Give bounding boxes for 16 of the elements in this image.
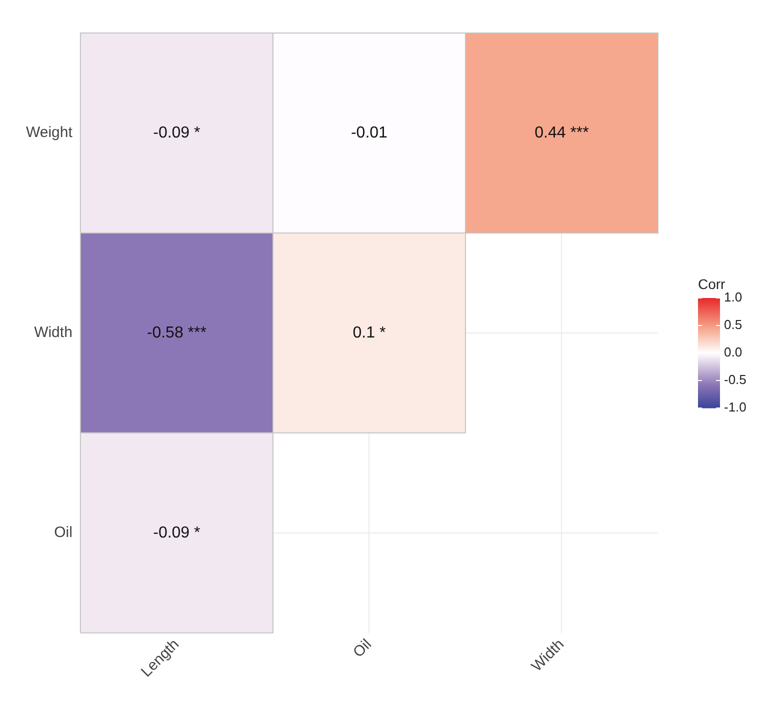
legend-title: Corr — [698, 276, 726, 292]
data-label: -0.09 * — [153, 524, 200, 542]
x-tick-label: Oil — [350, 636, 375, 661]
color-bar-label: 1.0 — [724, 290, 742, 305]
data-label: 0.44 *** — [534, 124, 589, 142]
data-label: 0.1 * — [352, 324, 386, 342]
y-tick-label: Oil — [54, 524, 72, 541]
color-bar-label: -0.5 — [724, 372, 746, 388]
data-label: -0.58 *** — [146, 324, 206, 342]
y-tick-label: Weight — [26, 124, 74, 142]
data-label: -0.01 — [350, 124, 388, 142]
color-bar-label: 0.0 — [724, 344, 742, 360]
y-tick-label: Width — [34, 324, 72, 342]
data-label: -0.09 * — [153, 124, 200, 142]
color-bar-label: -1.0 — [724, 400, 746, 415]
color-bar-label: 0.5 — [724, 317, 742, 332]
